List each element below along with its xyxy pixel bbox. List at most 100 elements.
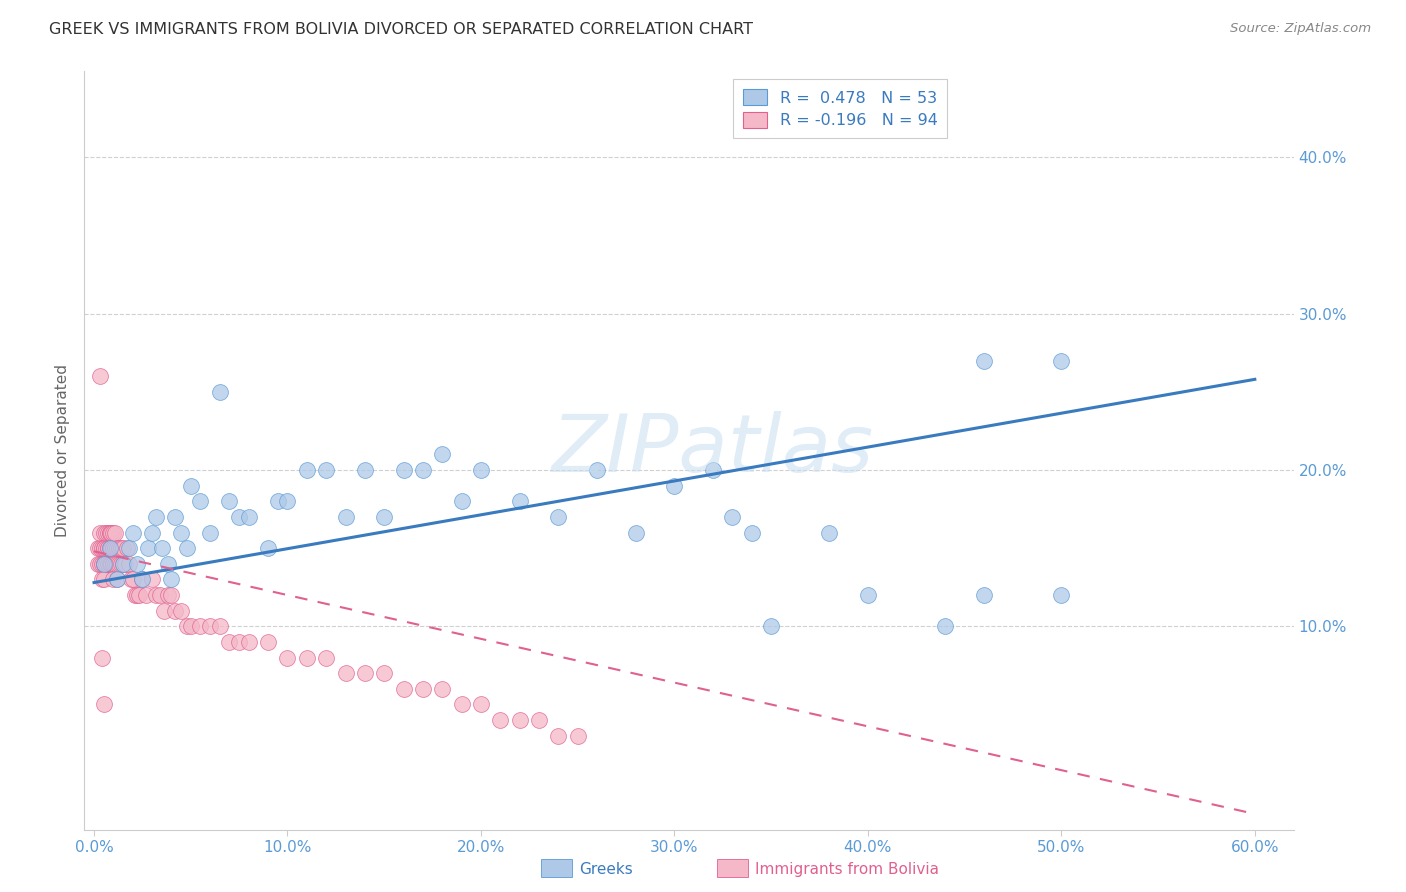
Point <box>276 494 298 508</box>
Point <box>208 619 231 633</box>
Point <box>90 541 112 556</box>
Y-axis label: Divorced or Separated: Divorced or Separated <box>55 364 70 537</box>
Point <box>97 557 120 571</box>
Point <box>141 573 163 587</box>
Point <box>470 463 492 477</box>
Point <box>98 525 121 540</box>
Point <box>547 729 569 743</box>
Point <box>450 494 472 508</box>
Point <box>208 384 231 399</box>
Point <box>295 463 318 477</box>
Point <box>567 729 589 743</box>
Point <box>112 541 135 556</box>
Point <box>94 525 117 540</box>
Point <box>118 557 141 571</box>
Point <box>190 494 212 508</box>
Point <box>93 541 115 556</box>
Point <box>103 557 125 571</box>
Point <box>160 588 183 602</box>
Text: GREEK VS IMMIGRANTS FROM BOLIVIA DIVORCED OR SEPARATED CORRELATION CHART: GREEK VS IMMIGRANTS FROM BOLIVIA DIVORCE… <box>49 22 754 37</box>
Point <box>105 557 128 571</box>
Point <box>121 525 143 540</box>
Legend: R =  0.478   N = 53, R = -0.196   N = 94: R = 0.478 N = 53, R = -0.196 N = 94 <box>733 79 948 138</box>
Point <box>934 619 956 633</box>
Point <box>100 525 122 540</box>
Point <box>89 557 111 571</box>
Point <box>131 573 153 587</box>
Point <box>432 447 454 461</box>
Point <box>741 525 763 540</box>
Point <box>105 573 128 587</box>
Point <box>180 619 202 633</box>
Point <box>721 509 744 524</box>
Point <box>121 573 143 587</box>
Point <box>267 494 290 508</box>
Point <box>1050 353 1073 368</box>
Point <box>527 713 550 727</box>
Point <box>432 681 454 696</box>
Point <box>315 463 337 477</box>
Point <box>103 541 125 556</box>
Point <box>89 525 111 540</box>
Point <box>664 478 686 492</box>
Point <box>856 588 879 602</box>
Point <box>124 588 146 602</box>
Point <box>238 635 260 649</box>
Point <box>149 588 172 602</box>
Point <box>547 509 569 524</box>
Point <box>94 541 117 556</box>
Point <box>238 509 260 524</box>
Point <box>87 541 110 556</box>
Point <box>104 541 127 556</box>
Point <box>103 573 125 587</box>
Point <box>110 541 132 556</box>
Point <box>295 650 318 665</box>
Point <box>470 698 492 712</box>
Point <box>170 525 193 540</box>
Point <box>150 541 173 556</box>
Point <box>115 541 138 556</box>
Point <box>818 525 841 540</box>
Point <box>759 619 782 633</box>
Point <box>392 681 415 696</box>
Point <box>176 619 198 633</box>
Point <box>156 557 179 571</box>
Point <box>112 557 135 571</box>
Text: Source: ZipAtlas.com: Source: ZipAtlas.com <box>1230 22 1371 36</box>
Point <box>973 353 995 368</box>
Point <box>93 541 115 556</box>
Point <box>98 525 121 540</box>
Point <box>489 713 512 727</box>
Point <box>112 557 135 571</box>
Point <box>104 557 127 571</box>
Point <box>125 557 148 571</box>
Point <box>412 463 434 477</box>
Point <box>114 557 136 571</box>
Point <box>165 509 187 524</box>
Point <box>176 541 198 556</box>
Point <box>97 525 120 540</box>
Point <box>120 573 142 587</box>
Point <box>165 604 187 618</box>
Point <box>228 509 250 524</box>
Point <box>89 369 111 384</box>
Point <box>104 525 127 540</box>
Point <box>141 525 163 540</box>
Point <box>973 588 995 602</box>
Point <box>98 557 121 571</box>
Point <box>156 588 179 602</box>
Point <box>93 557 115 571</box>
Point <box>93 557 115 571</box>
Point <box>509 713 531 727</box>
Point <box>702 463 724 477</box>
Point <box>90 573 112 587</box>
Text: Greeks: Greeks <box>579 863 633 877</box>
Point <box>335 509 357 524</box>
Point <box>108 541 131 556</box>
Point <box>198 525 221 540</box>
Point <box>97 541 120 556</box>
Point <box>131 573 153 587</box>
Point <box>89 541 111 556</box>
Point <box>93 698 115 712</box>
Point <box>145 509 167 524</box>
